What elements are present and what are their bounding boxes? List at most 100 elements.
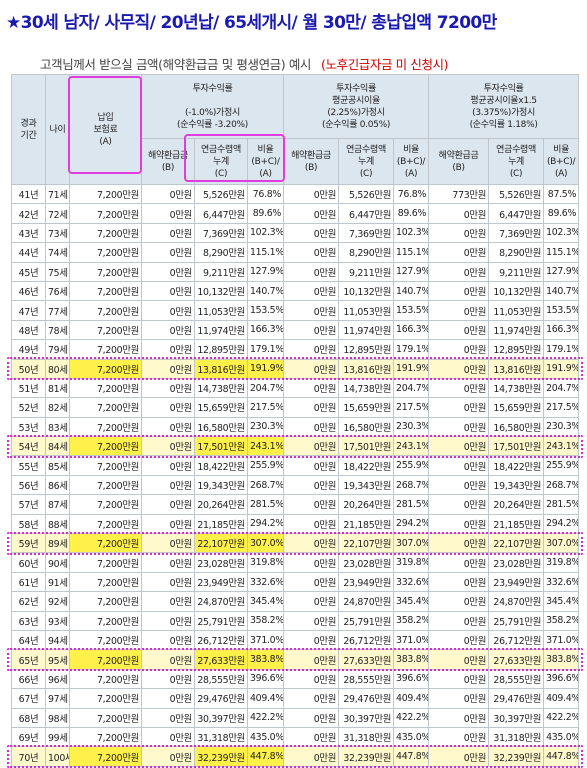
cell-refund: 0만원 bbox=[141, 494, 195, 515]
cell-annuity: 16,580만원 bbox=[194, 416, 248, 438]
cell-annuity: 31,318만원 bbox=[194, 726, 248, 748]
cell-refund: 0만원 bbox=[428, 591, 490, 612]
table-row: 42년 72세 7,200만원 0만원 6,447만원 89.6% 0만원 6,447만원 89… bbox=[11, 203, 580, 224]
cell-ratio: 281.5% bbox=[393, 494, 430, 515]
cell-refund: 0만원 bbox=[283, 436, 340, 457]
cell-refund: 0만원 bbox=[283, 300, 340, 321]
cell-ratio: 319.8% bbox=[246, 552, 285, 573]
table-row: 62년 92세 7,200만원 0만원 24,870만원 345.4% 0만원 24,870만… bbox=[11, 591, 580, 612]
table-row: 53년 83세 7,200만원 0만원 16,580만원 230.3% 0만원 16,580만… bbox=[11, 416, 580, 438]
cell-annuity: 24,870만원 bbox=[194, 591, 248, 612]
table-row: 41년 71세 7,200만원 0만원 5,526만원 76.8% 0만원 5,526만원 76… bbox=[11, 183, 580, 205]
row-highlight-outline bbox=[7, 357, 584, 381]
cell-premium: 7,200만원 bbox=[69, 494, 142, 515]
cell-age: 78세 bbox=[45, 319, 70, 341]
cell-annuity: 11,974만원 bbox=[194, 319, 248, 341]
cell-ratio: 294.2% bbox=[543, 513, 580, 535]
header-group-1-text: 투자수익률 (-1.0%)가정시 (순수익률 -3.20%) bbox=[177, 83, 248, 130]
cell-ratio: 255.9% bbox=[246, 455, 285, 476]
cell-annuity: 15,659만원 bbox=[194, 397, 248, 418]
cell-period: 52년 bbox=[11, 397, 46, 418]
cell-refund: 0만원 bbox=[283, 649, 340, 670]
cell-age: 95세 bbox=[45, 649, 70, 670]
cell-annuity: 23,949만원 bbox=[194, 571, 248, 593]
cell-annuity: 10,132만원 bbox=[488, 280, 545, 302]
cell-ratio: 166.3% bbox=[393, 319, 430, 341]
header-annuity: 연금수령액 누계 (C) bbox=[194, 138, 248, 185]
cell-annuity: 6,447만원 bbox=[194, 203, 248, 224]
cell-refund: 0만원 bbox=[141, 610, 195, 631]
cell-ratio: 422.2% bbox=[393, 707, 430, 728]
cell-age: 84세 bbox=[45, 436, 70, 457]
cell-annuity: 28,555만원 bbox=[194, 668, 248, 690]
cell-age: 94세 bbox=[45, 629, 70, 651]
header-age: 나이 bbox=[45, 74, 70, 185]
cell-refund: 0만원 bbox=[428, 261, 490, 282]
cell-premium: 7,200만원 bbox=[69, 707, 142, 728]
cell-age: 81세 bbox=[45, 377, 70, 399]
cell-period: 63년 bbox=[11, 610, 46, 631]
cell-annuity: 14,738만원 bbox=[338, 377, 395, 399]
cell-premium: 7,200만원 bbox=[69, 571, 142, 593]
table-row: 69년 99세 7,200만원 0만원 31,318만원 435.0% 0만원 31,318만… bbox=[11, 726, 580, 748]
cell-age: 88세 bbox=[45, 513, 70, 535]
cell-ratio: 422.2% bbox=[246, 707, 285, 728]
cell-age: 93세 bbox=[45, 610, 70, 631]
table-row: 55년 85세 7,200만원 0만원 18,422만원 255.9% 0만원 18,422만… bbox=[11, 455, 580, 476]
table-row: 48년 78세 7,200만원 0만원 11,974만원 166.3% 0만원 11,974만… bbox=[11, 319, 580, 341]
cell-period: 55년 bbox=[11, 455, 46, 476]
cell-annuity: 17,501만원 bbox=[194, 436, 248, 457]
table-caption: 고객님께서 받으실 금액(해약환급금 및 평생연금) 예시 (노후긴급자금 미 신… bbox=[40, 54, 449, 73]
cell-premium: 7,200만원 bbox=[69, 261, 142, 282]
cell-annuity: 18,422만원 bbox=[488, 455, 545, 476]
cell-annuity: 9,211만원 bbox=[194, 261, 248, 282]
table-row: 64년 94세 7,200만원 0만원 26,712만원 371.0% 0만원 26,712만… bbox=[11, 629, 580, 651]
cell-period: 47년 bbox=[11, 300, 46, 321]
header-period-text: 경과 기간 bbox=[20, 118, 37, 141]
table-row: 46년 76세 7,200만원 0만원 10,132만원 140.7% 0만원 10,132만… bbox=[11, 280, 580, 302]
cell-annuity: 26,712만원 bbox=[488, 629, 545, 651]
cell-period: 62년 bbox=[11, 591, 46, 612]
cell-ratio: 115.1% bbox=[246, 242, 285, 263]
cell-refund: 0만원 bbox=[283, 571, 340, 593]
cell-premium: 7,200만원 bbox=[69, 474, 142, 496]
cell-ratio: 371.0% bbox=[246, 629, 285, 651]
cell-refund: 0만원 bbox=[141, 377, 195, 399]
table-row: 66년 96세 7,200만원 0만원 28,555만원 396.6% 0만원 28,555만… bbox=[11, 668, 580, 690]
cell-annuity: 30,397만원 bbox=[488, 707, 545, 728]
cell-annuity: 8,290만원 bbox=[338, 242, 395, 263]
cell-annuity: 18,422만원 bbox=[338, 455, 395, 476]
cell-ratio: 371.0% bbox=[543, 629, 580, 651]
cell-ratio: 89.6% bbox=[246, 203, 285, 224]
cell-annuity: 16,580만원 bbox=[488, 416, 545, 438]
cell-refund: 0만원 bbox=[141, 455, 195, 476]
cell-premium: 7,200만원 bbox=[69, 416, 142, 438]
header-period: 경과 기간 bbox=[11, 74, 46, 185]
cell-ratio: 166.3% bbox=[246, 319, 285, 341]
cell-annuity: 23,028만원 bbox=[338, 552, 395, 573]
cell-annuity: 9,211만원 bbox=[488, 261, 545, 282]
header-annuity: 연금수령액 누계 (C) bbox=[488, 138, 545, 185]
cell-period: 51년 bbox=[11, 377, 46, 399]
cell-refund: 0만원 bbox=[283, 552, 340, 573]
cell-age: 80세 bbox=[45, 358, 70, 379]
cell-period: 45년 bbox=[11, 261, 46, 282]
cell-refund: 0만원 bbox=[141, 513, 195, 535]
cell-refund: 0만원 bbox=[283, 377, 340, 399]
cell-refund: 0만원 bbox=[283, 280, 340, 302]
cell-age: 91세 bbox=[45, 571, 70, 593]
cell-period: 60년 bbox=[11, 552, 46, 573]
header-age-text: 나이 bbox=[49, 124, 66, 135]
cell-refund: 0만원 bbox=[428, 436, 490, 457]
cell-age: 77세 bbox=[45, 300, 70, 321]
row-highlight-outline bbox=[7, 434, 584, 458]
cell-refund: 0만원 bbox=[141, 726, 195, 748]
cell-refund: 0만원 bbox=[283, 397, 340, 418]
cell-period: 43년 bbox=[11, 222, 46, 244]
table-row: 51년 81세 7,200만원 0만원 14,738만원 204.7% 0만원 14,738만… bbox=[11, 377, 580, 399]
cell-annuity: 14,738만원 bbox=[488, 377, 545, 399]
cell-premium: 7,200만원 bbox=[69, 319, 142, 341]
header-premium: 납입 보험료 (A) bbox=[69, 74, 142, 185]
page-title: ★30세 남자/ 사무직/ 20년납/ 65세개시/ 월 30만/ 총납입액 7… bbox=[6, 13, 497, 33]
cell-refund: 0만원 bbox=[141, 397, 195, 418]
